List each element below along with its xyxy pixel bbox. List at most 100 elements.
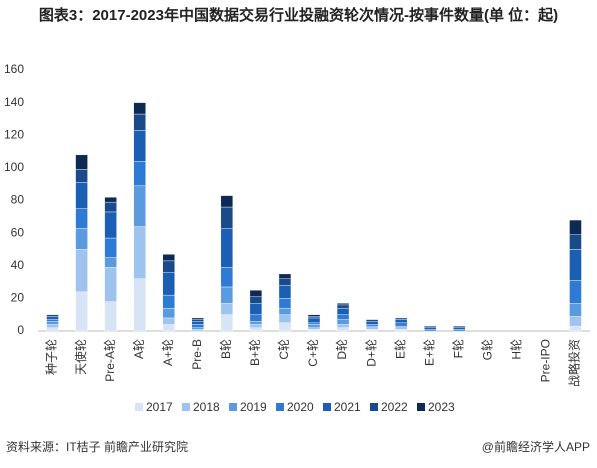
bar-segment <box>191 329 204 332</box>
bar-segment <box>75 169 88 183</box>
bar-segment <box>133 185 146 227</box>
bar-segment <box>336 304 350 309</box>
bar-segment <box>249 327 263 332</box>
bar-segment <box>569 303 582 317</box>
legend-label: 2023 <box>428 400 455 414</box>
legend-swatch <box>229 403 237 411</box>
bar-segment <box>133 278 146 332</box>
bar-segment <box>133 226 146 280</box>
bar-segment <box>278 307 292 315</box>
bar-segment <box>220 206 234 229</box>
legend-swatch <box>370 403 378 411</box>
bar-segment <box>162 272 175 296</box>
bar-segment <box>249 296 263 304</box>
source: 资料来源：IT桔子 前瞻产业研究院 <box>6 439 188 454</box>
bar-segment <box>336 324 350 328</box>
bar-segment <box>104 211 117 239</box>
bar-segment <box>278 273 292 280</box>
bar-segment <box>249 314 263 322</box>
bar-segment <box>307 317 321 324</box>
bar-segment <box>278 322 292 332</box>
bar-segment <box>365 324 379 327</box>
bar-segment <box>453 325 466 328</box>
bar-segment <box>365 319 379 322</box>
bar-segment <box>46 327 59 332</box>
bar-segment <box>46 324 59 328</box>
x-tick-label: F轮 <box>451 339 465 358</box>
bar-segment <box>249 303 263 315</box>
bar-segment <box>75 291 88 332</box>
bar-segment <box>162 324 175 332</box>
bar-segment <box>104 201 117 213</box>
bar-segment <box>307 324 321 328</box>
x-tick-label: Pre-B <box>190 339 204 370</box>
bar-segment <box>278 314 292 324</box>
legend-swatch <box>323 403 331 411</box>
y-tick-label: 60 <box>11 225 25 239</box>
x-tick-label: C+轮 <box>306 339 320 367</box>
bar-segment <box>336 303 350 306</box>
legend-label: 2018 <box>193 400 220 414</box>
y-tick-label: 140 <box>4 95 24 109</box>
x-tick-label: H轮 <box>510 339 524 360</box>
legend-label: 2021 <box>334 400 361 414</box>
bar-segment <box>75 249 88 293</box>
x-tick-label: 种子轮 <box>45 339 59 375</box>
bar-segment <box>365 329 379 332</box>
bar-segment <box>278 278 292 286</box>
legend-label: 2020 <box>287 400 314 414</box>
bar-segment <box>162 294 175 309</box>
x-tick-label: E+轮 <box>422 339 436 366</box>
bar-segment <box>249 321 263 325</box>
x-tick-label: 战略投资 <box>567 339 582 387</box>
bar-segment <box>453 327 466 330</box>
bar-segment <box>220 286 234 304</box>
bar-segment <box>569 280 582 304</box>
bar-segment <box>75 208 88 229</box>
bar-segment <box>220 195 234 208</box>
credit: @前瞻经济学人APP <box>482 439 590 454</box>
x-tick-label: B轮 <box>219 339 233 359</box>
bar-segment <box>220 228 234 268</box>
bar-segment <box>46 321 59 325</box>
bar-segment <box>191 324 204 328</box>
bar-segment <box>307 329 321 332</box>
y-tick-label: 40 <box>11 258 25 272</box>
bar-segment <box>104 301 117 332</box>
bar-segment <box>394 329 408 332</box>
bar-segment <box>75 228 88 250</box>
bar-segment <box>569 234 582 250</box>
bar-segment <box>75 182 88 209</box>
bar-segment <box>336 327 350 332</box>
bar-segment <box>365 327 379 330</box>
bar-segment <box>569 219 582 235</box>
x-tick-label: D轮 <box>335 339 349 360</box>
bar-segment <box>424 327 437 330</box>
bar-segment <box>307 314 321 317</box>
bar-segment <box>307 316 321 319</box>
x-tick-label: A+轮 <box>161 339 175 366</box>
x-tick-label: 天使轮 <box>73 339 88 375</box>
x-tick-label: C轮 <box>277 339 291 360</box>
x-tick-label: E轮 <box>393 339 407 359</box>
bar-segment <box>162 254 175 262</box>
legend-swatch <box>182 403 190 411</box>
bar-segment <box>220 303 234 315</box>
x-tick-label: G轮 <box>480 339 494 360</box>
bar-segment <box>336 307 350 315</box>
x-tick-label: Pre-IPO <box>539 339 553 382</box>
bar-segment <box>394 327 408 330</box>
bar-segment <box>162 317 175 325</box>
y-tick-label: 120 <box>4 127 24 141</box>
bar-segment <box>104 197 117 203</box>
bar-segment <box>46 316 59 320</box>
bar-segment <box>162 260 175 273</box>
bar-segment <box>46 314 59 317</box>
x-tick-label: D+轮 <box>364 339 378 367</box>
y-tick-label: 0 <box>17 323 24 337</box>
bar-segment <box>278 298 292 309</box>
bar-segment <box>336 319 350 325</box>
y-tick-label: 160 <box>4 62 24 76</box>
